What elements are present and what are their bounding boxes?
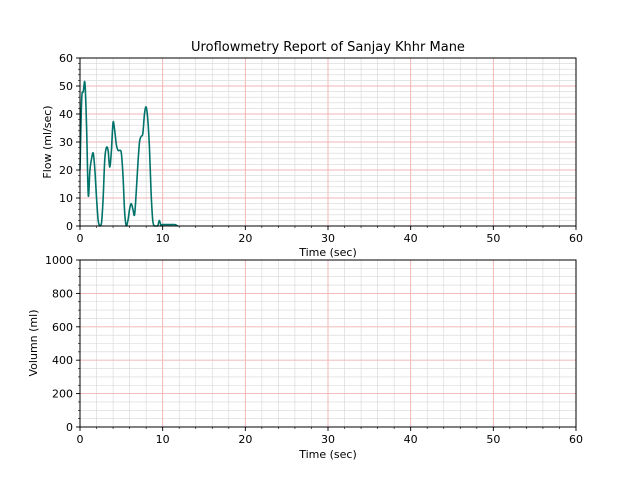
flow-grid [79,57,577,227]
volume-y-tick-label: 600 [52,321,73,334]
flow-x-tick-label: 60 [569,232,583,245]
flow-x-axis-label: Time (sec) [298,246,357,259]
flow-series [79,80,178,227]
volume-x-tick-label: 40 [404,433,418,446]
volume-y-axis-label: Volumn (ml) [27,310,40,377]
chart-title: Uroflowmetry Report of Sanjay Khhr Mane [191,40,465,55]
flow-x-tick-label: 40 [404,232,418,245]
flow-y-tick-label: 20 [59,164,73,177]
volume-y-tick-label: 800 [52,287,73,300]
volume-x-axis-label: Time (sec) [298,448,357,461]
flow-x-tick-label: 20 [238,232,252,245]
flow-x-tick-label: 0 [77,232,84,245]
flow-series-line [79,80,178,227]
flow-y-tick-label: 50 [59,80,73,93]
volume-x-tick-label: 0 [77,433,84,446]
flow-x-tick-label: 10 [156,232,170,245]
volume-y-tick-label: 1000 [45,254,73,267]
volume-y-tick-label: 200 [52,388,73,401]
flow-plot: 0 10 20 30 40 50 60 0 10 20 30 40 50 60 Time (sec) Fl… [41,52,583,259]
volume-x-tick-label: 60 [569,433,583,446]
volume-y-tick-label: 400 [52,354,73,367]
volume-x-tick-label: 20 [238,433,252,446]
flow-y-tick-label: 40 [59,108,73,121]
flow-y-tick-label: 60 [59,52,73,65]
volume-y-tick-label: 0 [66,421,73,434]
flow-y-tick-label: 30 [59,136,73,149]
volume-x-tick-label: 10 [156,433,170,446]
flow-x-tick-label: 30 [321,232,335,245]
flow-ticks: 0 10 20 30 40 50 60 0 10 20 30 40 50 60 [59,52,583,245]
volume-x-tick-label: 30 [321,433,335,446]
flow-y-axis-label: Flow (ml/sec) [41,105,54,178]
flow-y-tick-label: 0 [66,220,73,233]
volume-grid [79,259,577,428]
flow-y-tick-label: 10 [59,192,73,205]
flow-x-tick-label: 50 [486,232,500,245]
volume-x-tick-label: 50 [486,433,500,446]
